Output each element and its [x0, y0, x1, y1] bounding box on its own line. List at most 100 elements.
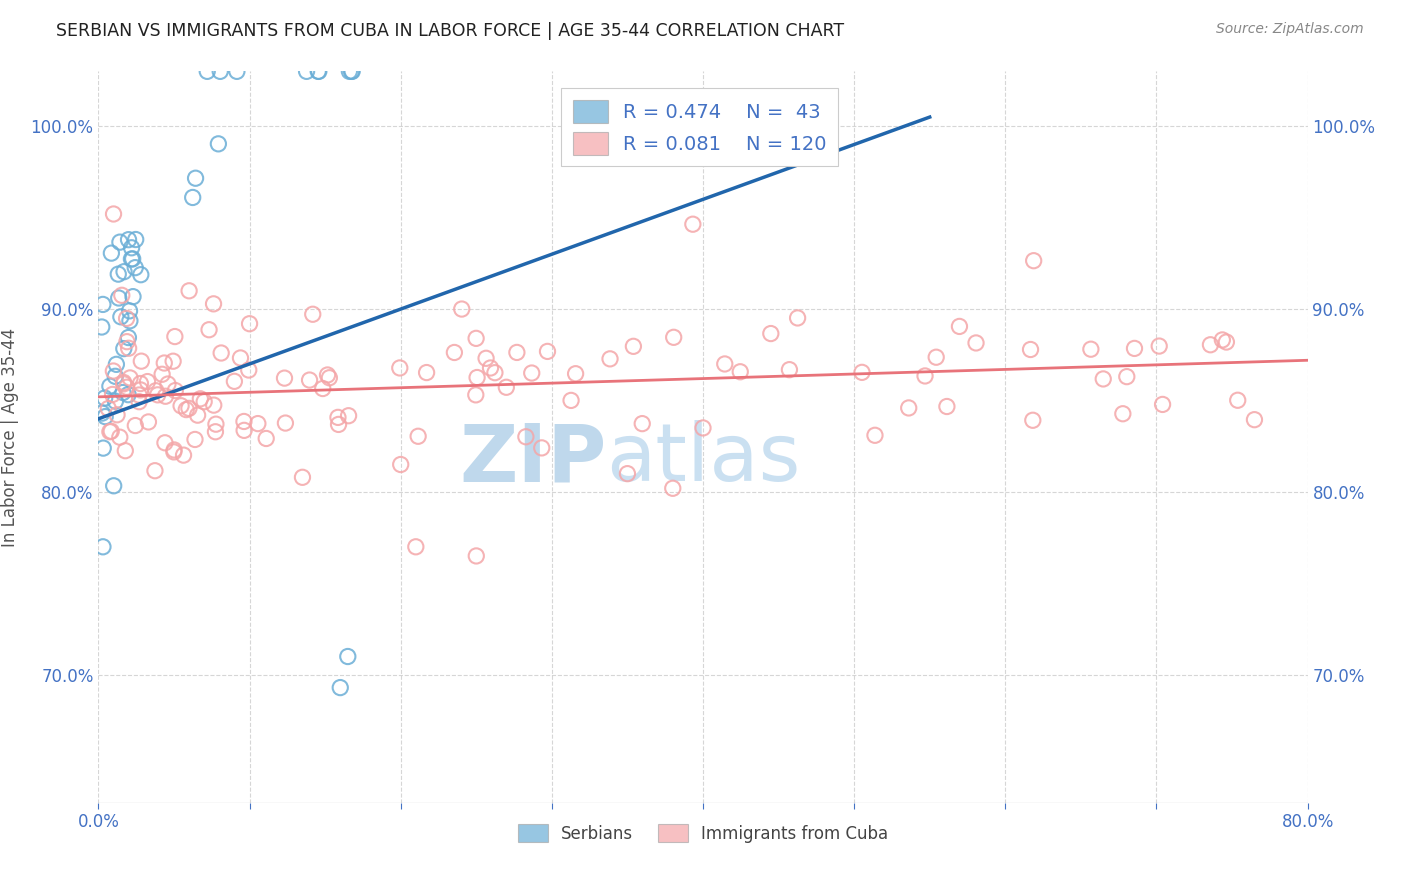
Point: [759, 326, 782, 341]
Point: [97, 401, 120, 416]
Point: [965, 335, 987, 350]
Point: [117, 233, 139, 247]
Text: ZIP: ZIP: [458, 420, 606, 498]
Point: [136, 375, 159, 389]
Point: [450, 301, 472, 316]
Point: [1123, 342, 1146, 356]
Point: [94, 409, 117, 424]
Point: [90, 320, 112, 334]
Point: [108, 430, 131, 444]
Point: [1022, 253, 1045, 268]
Point: [138, 415, 160, 429]
Point: [1147, 339, 1170, 353]
Point: [174, 402, 197, 417]
Point: [233, 415, 256, 429]
Point: [1019, 343, 1042, 357]
Point: [465, 370, 488, 384]
Point: [91, 540, 114, 554]
Point: [156, 377, 179, 392]
Point: [209, 64, 232, 78]
Point: [713, 357, 735, 371]
Legend: Serbians, Immigrants from Cuba: Serbians, Immigrants from Cuba: [510, 818, 896, 849]
Point: [110, 310, 132, 324]
Point: [1226, 393, 1249, 408]
Point: [661, 481, 683, 495]
Point: [530, 441, 553, 455]
Point: [560, 393, 582, 408]
Point: [91, 406, 114, 420]
Point: [1152, 397, 1174, 411]
Point: [329, 681, 352, 695]
Point: [786, 310, 808, 325]
Point: [128, 388, 150, 402]
Point: [112, 265, 135, 279]
Point: [124, 260, 146, 275]
Point: [616, 467, 638, 481]
Point: [948, 319, 970, 334]
Point: [631, 417, 654, 431]
Point: [229, 351, 252, 365]
Point: [564, 367, 586, 381]
Point: [207, 136, 229, 151]
Point: [150, 368, 173, 382]
Point: [195, 64, 218, 78]
Text: SERBIAN VS IMMIGRANTS FROM CUBA IN LABOR FORCE | AGE 35-44 CORRELATION CHART: SERBIAN VS IMMIGRANTS FROM CUBA IN LABOR…: [56, 22, 845, 40]
Point: [340, 64, 363, 78]
Point: [128, 394, 150, 409]
Point: [125, 233, 148, 247]
Point: [1080, 342, 1102, 356]
Point: [389, 458, 412, 472]
Point: [291, 470, 314, 484]
Point: [146, 388, 169, 402]
Point: [1115, 369, 1137, 384]
Point: [100, 424, 122, 438]
Point: [112, 342, 135, 356]
Point: [98, 379, 121, 393]
Point: [246, 417, 269, 431]
Point: [101, 387, 124, 401]
Point: [129, 376, 152, 391]
Point: [112, 376, 135, 391]
Point: [506, 345, 529, 359]
Point: [239, 317, 262, 331]
Point: [254, 432, 277, 446]
Point: [117, 341, 139, 355]
Point: [91, 297, 114, 311]
Point: [465, 331, 488, 345]
Point: [307, 64, 329, 78]
Point: [464, 388, 486, 402]
Point: [121, 241, 143, 255]
Point: [107, 267, 129, 281]
Point: [273, 371, 295, 385]
Point: [1112, 407, 1135, 421]
Point: [184, 171, 207, 186]
Point: [98, 425, 121, 439]
Point: [388, 360, 411, 375]
Point: [728, 365, 751, 379]
Point: [115, 311, 138, 326]
Point: [238, 363, 260, 377]
Point: [1243, 412, 1265, 426]
Text: Source: ZipAtlas.com: Source: ZipAtlas.com: [1216, 22, 1364, 37]
Point: [337, 409, 360, 423]
Point: [202, 398, 225, 412]
Point: [415, 366, 437, 380]
Point: [520, 366, 543, 380]
Point: [193, 394, 215, 409]
Point: [202, 297, 225, 311]
Point: [162, 354, 184, 368]
Point: [103, 207, 125, 221]
Point: [115, 334, 138, 349]
Point: [495, 380, 517, 394]
Point: [308, 64, 330, 78]
Point: [104, 394, 127, 409]
Point: [914, 368, 936, 383]
Point: [100, 246, 122, 260]
Point: [122, 290, 145, 304]
Point: [405, 540, 427, 554]
Point: [129, 383, 152, 397]
Point: [224, 374, 246, 388]
Point: [1215, 334, 1237, 349]
Point: [181, 190, 204, 204]
Point: [1092, 372, 1115, 386]
